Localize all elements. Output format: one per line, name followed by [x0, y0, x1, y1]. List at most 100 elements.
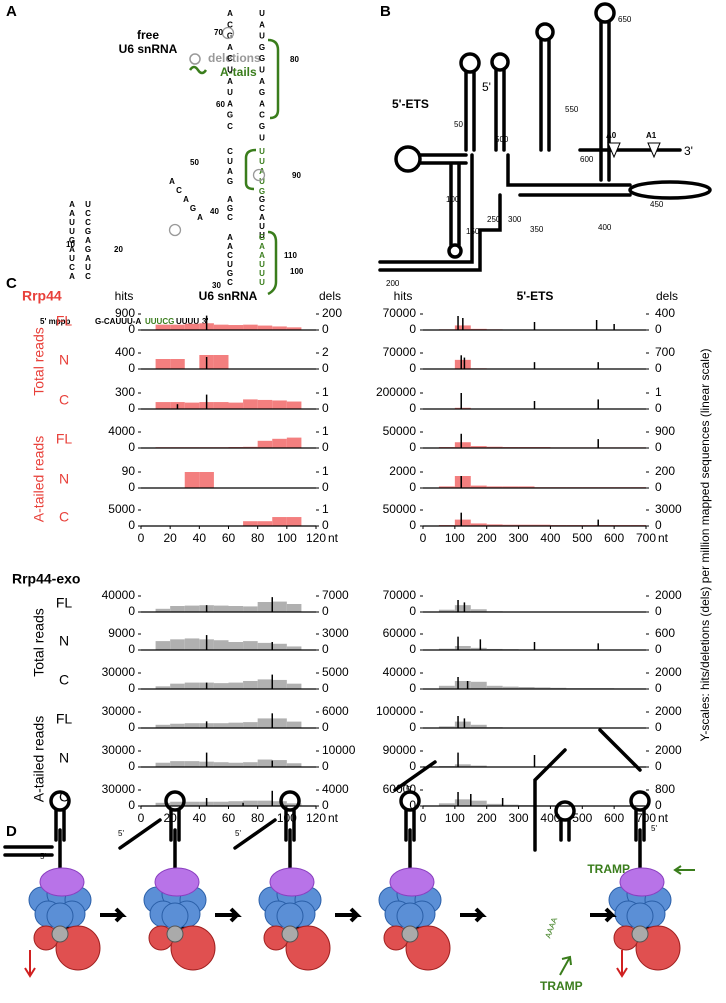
y-tick-label: 0	[409, 642, 416, 656]
column-title: 5'-ETS	[517, 289, 554, 303]
coverage-bar	[486, 446, 503, 448]
coverage-bar	[272, 601, 287, 612]
x-tick-label: 100	[445, 531, 465, 545]
y-tick-label: 0	[128, 681, 135, 695]
row-label: FL	[56, 313, 73, 329]
coverage-bar	[454, 646, 471, 650]
y-tick-label: 0	[128, 480, 135, 494]
coverage-bar	[228, 642, 244, 650]
coverage-bar	[257, 718, 273, 728]
coverage-bar	[155, 402, 171, 409]
coverage-bar	[454, 605, 471, 612]
y-tick-label: 2000	[389, 464, 416, 478]
down-arrow	[616, 950, 628, 978]
coverage-bar	[243, 521, 258, 526]
coverage-bar	[502, 804, 519, 806]
exosome-core	[626, 902, 654, 930]
coverage-bar	[155, 762, 171, 767]
y-tick-label: 200000	[376, 385, 416, 399]
deletion-marker	[252, 168, 266, 182]
hairpin-loop	[535, 22, 555, 42]
x-tick-label: 40	[193, 531, 207, 545]
helicase	[281, 925, 299, 943]
x-tick-label: 0	[138, 811, 145, 825]
position-label: 250	[487, 215, 501, 224]
y-tick-label: 0	[128, 440, 135, 454]
x-tick-label: 120	[306, 531, 326, 545]
y2-tick-label: 10000	[322, 743, 356, 757]
y-tick-label: 0	[128, 642, 135, 656]
coverage-bar	[155, 608, 171, 612]
block-label: A-tailed reads	[31, 716, 47, 802]
coverage-bar	[228, 762, 244, 767]
position-label: 50	[454, 120, 463, 129]
row-label: C	[59, 789, 69, 805]
cleavage-site	[647, 142, 661, 159]
x-tick-label: 200	[477, 811, 497, 825]
coverage-bar	[155, 686, 171, 689]
block-label: Total reads	[31, 608, 47, 676]
y-tick-label: 0	[128, 361, 135, 375]
coverage-bar	[470, 800, 487, 806]
group-label: Rrp44	[22, 288, 62, 304]
y-tick-label: 70000	[383, 588, 417, 602]
coverage-bar	[155, 724, 171, 728]
y-tick-label: 9000	[108, 626, 135, 640]
legend-symbol	[189, 53, 201, 65]
bubble	[628, 180, 712, 200]
y2-tick-label: 1	[655, 385, 662, 399]
position-label: 400	[598, 223, 612, 232]
coverage-bar	[454, 476, 471, 488]
coverage-bar	[170, 359, 185, 369]
exosome-cap	[619, 867, 665, 897]
x-tick-label: 600	[604, 531, 624, 545]
sequence-text: 3'	[202, 317, 208, 326]
hairpin-loop	[459, 52, 481, 74]
row-label: FL	[56, 431, 73, 447]
y-tick-label: 40000	[102, 588, 136, 602]
y-tick-label: 0	[409, 720, 416, 734]
y2-tick-label: 6000	[322, 704, 349, 718]
y-tick-label: 0	[128, 518, 135, 532]
coverage-bar	[155, 641, 171, 650]
deletion-marker	[168, 223, 182, 237]
coverage-bar	[243, 606, 258, 612]
y2-tick-label: 900	[655, 424, 675, 438]
hairpin-loop	[164, 790, 186, 812]
y2-tick-label: 1	[322, 464, 329, 478]
a-tail	[267, 230, 278, 296]
y2-tick-label: 0	[655, 518, 662, 532]
y2-tick-label: 0	[655, 604, 662, 618]
coverage-bar	[286, 517, 302, 526]
coverage-bar	[184, 723, 200, 728]
coverage-bar	[213, 402, 229, 409]
row-label: C	[59, 672, 69, 688]
y2-tick-label: 0	[655, 720, 662, 734]
y2-tick-label: 0	[322, 518, 329, 532]
coverage-bar	[257, 642, 273, 650]
site-label: A1	[646, 131, 657, 140]
coverage-bar	[454, 442, 471, 448]
coverage-bar	[199, 472, 214, 488]
tramp-label: TRAMP	[540, 979, 583, 993]
row-label: N	[59, 750, 69, 766]
site-label: A0	[606, 131, 617, 140]
column-header: hits	[394, 289, 413, 303]
helicase	[401, 925, 419, 943]
y2-tick-label: 0	[322, 480, 329, 494]
x-tick-label: 60	[222, 811, 236, 825]
coverage-bar	[257, 759, 273, 767]
y2-tick-label: 3000	[322, 626, 349, 640]
x-tick-label: 700	[636, 811, 656, 825]
y2-tick-label: 7000	[322, 588, 349, 602]
y-tick-label: 90	[122, 464, 136, 478]
position-label: 110	[284, 251, 297, 260]
exosome-cap	[269, 867, 315, 897]
coverage-bar	[454, 764, 471, 767]
nucleotide-strand: ACAGA	[169, 177, 203, 222]
hairpin-loop	[594, 2, 616, 24]
hairpin-loop	[554, 800, 576, 822]
position-label: 650	[618, 15, 632, 24]
position-label: 40	[210, 207, 219, 216]
